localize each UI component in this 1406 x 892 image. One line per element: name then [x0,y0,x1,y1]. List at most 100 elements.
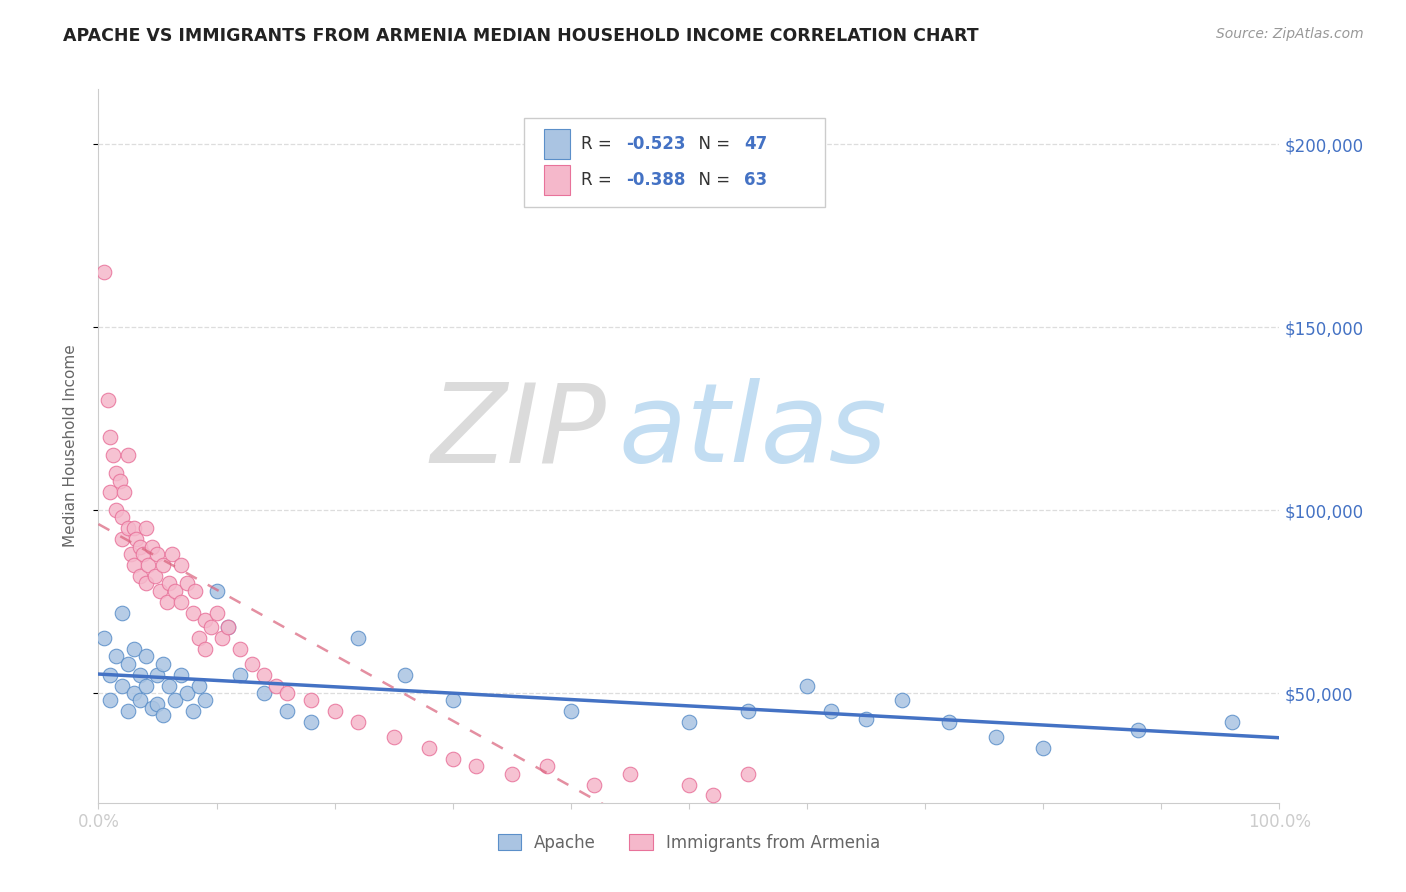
Point [187,679,209,693]
Point [132,547,155,561]
Point [152,708,174,723]
Point [105,467,128,481]
Point [112,484,135,499]
Point [678,777,700,791]
Point [200,620,222,634]
Point [135,576,157,591]
Point [149,583,172,598]
Point [501,766,523,780]
Point [176,576,198,591]
Point [146,667,169,681]
Point [984,730,1007,744]
Point [253,667,276,681]
Point [97,393,120,408]
Point [347,715,370,730]
Text: R =: R = [582,171,617,189]
Point [136,558,159,572]
Point [1126,723,1149,737]
Point [105,649,128,664]
Point [128,569,150,583]
Point [122,521,145,535]
Point [156,594,179,608]
Point [217,620,239,634]
Point [105,503,128,517]
Point [125,533,148,547]
Point [184,583,207,598]
Point [135,521,157,535]
Point [217,620,239,634]
Point [98,667,121,681]
Point [111,510,134,524]
Text: 63: 63 [744,171,768,189]
Point [111,533,134,547]
Point [619,766,641,780]
Point [101,448,124,462]
Point [93,265,115,279]
Point [108,474,131,488]
Point [117,448,139,462]
Point [111,679,134,693]
Point [157,576,180,591]
Point [253,686,276,700]
Point [141,540,163,554]
Point [382,730,405,744]
Point [152,558,174,572]
Point [441,693,464,707]
Point [418,740,440,755]
Point [146,697,169,711]
Point [536,759,558,773]
Text: N =: N = [688,136,735,153]
Point [938,715,960,730]
Point [465,759,488,773]
Point [122,558,145,572]
FancyBboxPatch shape [544,165,569,194]
Text: 47: 47 [744,136,768,153]
Point [737,704,759,718]
Point [121,547,143,561]
Point [211,631,233,645]
Point [194,642,217,657]
Point [98,430,121,444]
Point [122,686,145,700]
Point [98,484,121,499]
Legend: Apache, Immigrants from Armenia: Apache, Immigrants from Armenia [491,828,887,859]
Point [1220,715,1243,730]
Text: -0.388: -0.388 [626,171,686,189]
Point [128,667,150,681]
Text: ZIP: ZIP [430,378,606,485]
Point [128,693,150,707]
Text: atlas: atlas [619,378,887,485]
Point [276,686,298,700]
Point [128,540,150,554]
Point [299,693,322,707]
Point [143,569,166,583]
Point [194,693,217,707]
Text: APACHE VS IMMIGRANTS FROM ARMENIA MEDIAN HOUSEHOLD INCOME CORRELATION CHART: APACHE VS IMMIGRANTS FROM ARMENIA MEDIAN… [63,27,979,45]
Point [855,712,877,726]
Point [441,752,464,766]
Point [1032,740,1054,755]
Point [135,679,157,693]
Point [229,642,252,657]
Point [176,686,198,700]
Point [160,547,183,561]
FancyBboxPatch shape [523,118,825,207]
Point [117,521,139,535]
Point [264,679,287,693]
Point [187,631,209,645]
Text: N =: N = [688,171,735,189]
Y-axis label: Median Household Income: Median Household Income [63,344,77,548]
Point [194,613,217,627]
Point [111,606,134,620]
Point [737,766,759,780]
Point [135,649,157,664]
Point [93,631,115,645]
Point [157,679,180,693]
Point [122,642,145,657]
Point [299,715,322,730]
Point [205,606,228,620]
FancyBboxPatch shape [544,129,569,159]
Point [560,704,582,718]
Point [820,704,842,718]
Point [117,704,139,718]
